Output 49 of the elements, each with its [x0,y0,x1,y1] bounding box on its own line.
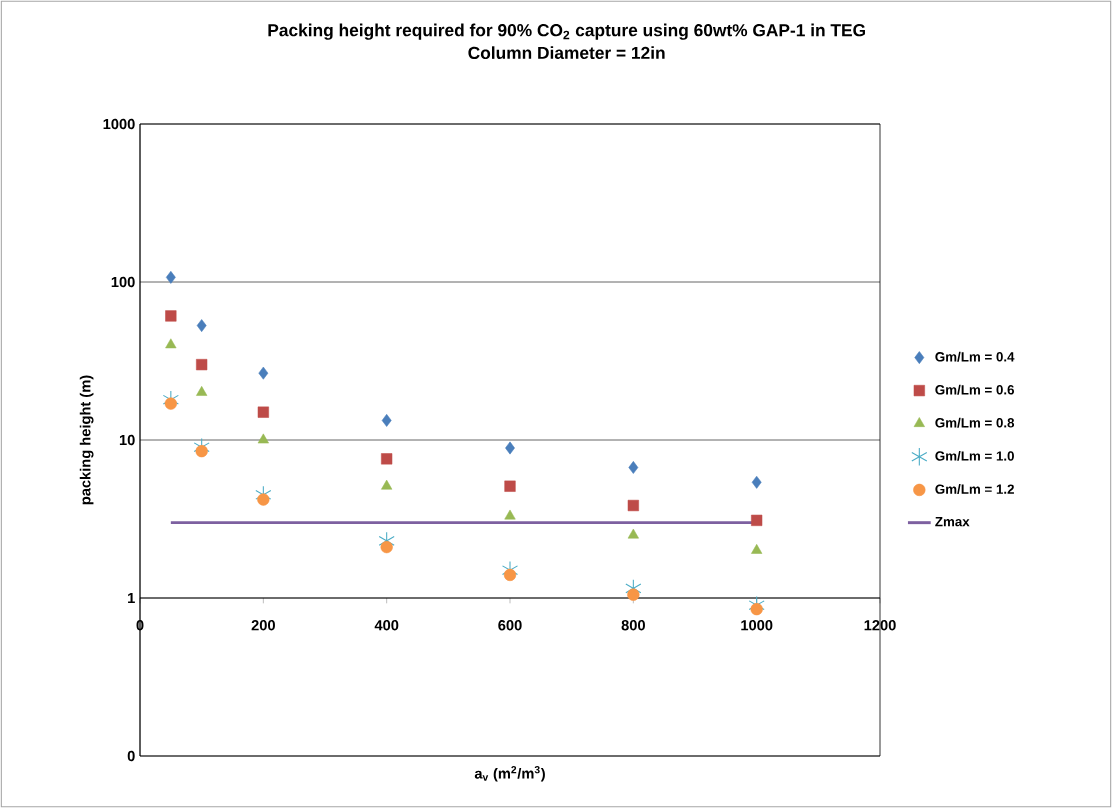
x-tick-label: 200 [251,620,275,631]
y-tick-label: 10 [119,434,135,446]
legend-label: Gm/Lm = 0.4 [935,351,1015,362]
point [165,338,177,349]
x-axis-title: a$_{v}$ (m$^{2}$/m$^{3}$) [474,766,545,782]
point [627,499,639,512]
point [195,445,208,458]
x-tick-label: 1000 [741,620,773,631]
chart-subtitle: Column Diameter = 12in [468,46,665,60]
point [505,441,515,455]
point [165,270,176,284]
point [381,414,392,427]
point [196,386,208,396]
legend-label: Zmax [935,517,970,527]
x-tick-label: 1200 [864,620,896,631]
legend-label: Gm/Lm = 0.6 [935,384,1015,395]
point [164,397,177,410]
legend-label: Gm/Lm = 0.8 [935,417,1015,428]
y-axis-title: packing height (m) [79,375,94,505]
point [257,493,270,506]
chart-title: Packing height required for 90% CO$_{2}$ capture using 60wt% GAP-1 in TEG [268,23,865,40]
point [627,528,639,539]
y-tick-label: 0 [127,750,135,762]
point [381,479,393,490]
point [165,310,177,322]
y-tick-label: 100 [111,276,135,288]
point [504,480,516,492]
x-tick-label: 400 [374,620,399,631]
point [258,366,269,380]
point [380,540,393,554]
x-tick-label: 600 [498,620,522,631]
point [750,603,763,616]
legend-label: Gm/Lm = 1.0 [935,450,1014,461]
legend-label: Gm/Lm = 1.2 [935,484,1014,495]
y-tick-label: 1 [128,592,135,604]
point [504,509,516,520]
point [257,433,269,444]
point [503,568,517,582]
point [196,319,207,332]
point [257,406,269,418]
point [628,461,639,474]
y-tick-label: 1000 [103,118,135,130]
point [751,475,762,489]
point [381,453,393,465]
x-tick-label: 800 [621,620,645,631]
point [627,588,640,601]
point [751,544,763,554]
point [196,359,208,371]
point [751,514,763,526]
